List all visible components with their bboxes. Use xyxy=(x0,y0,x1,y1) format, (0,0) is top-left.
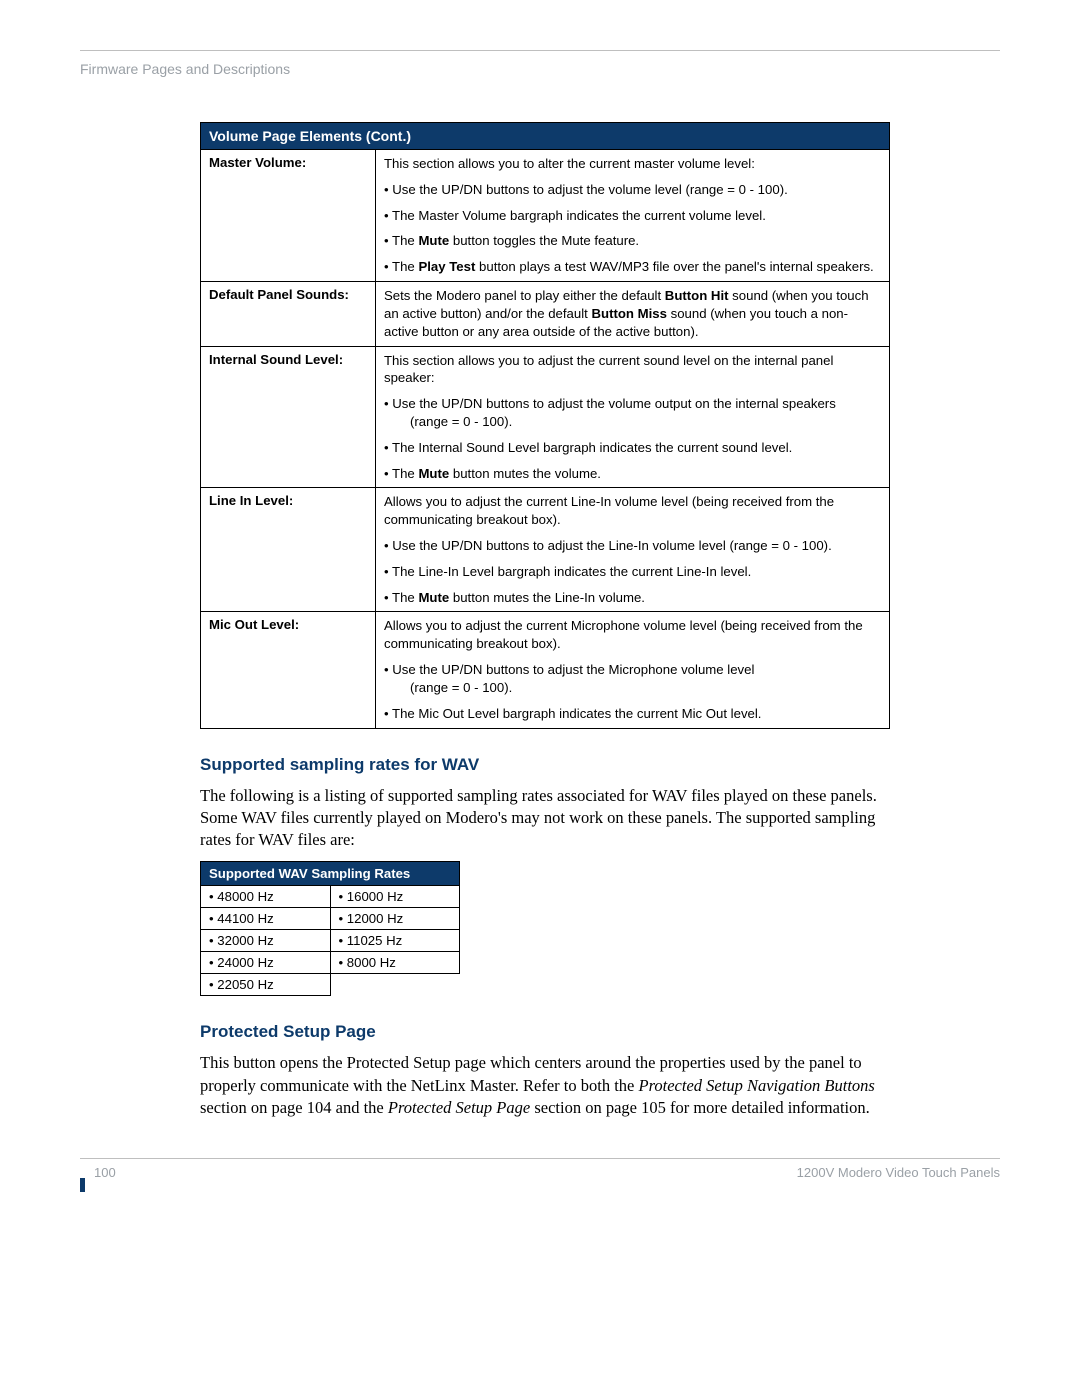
section-heading-protected: Protected Setup Page xyxy=(200,1022,890,1042)
section-heading-wav: Supported sampling rates for WAV xyxy=(200,755,890,775)
table-row-label: Default Panel Sounds: xyxy=(201,282,376,346)
section-para-protected: This button opens the Protected Setup pa… xyxy=(200,1052,890,1119)
rates-cell: • 44100 Hz xyxy=(201,908,331,930)
page-footer: 100 1200V Modero Video Touch Panels xyxy=(80,1158,1000,1180)
section-para-wav: The following is a listing of supported … xyxy=(200,785,890,852)
wav-rates-table: Supported WAV Sampling Rates • 48000 Hz•… xyxy=(200,861,460,996)
table-title: Volume Page Elements (Cont.) xyxy=(201,123,890,150)
rates-cell: • 11025 Hz xyxy=(330,930,460,952)
table-row-label: Mic Out Level: xyxy=(201,612,376,728)
rates-cell: • 8000 Hz xyxy=(330,952,460,974)
rates-cell: • 32000 Hz xyxy=(201,930,331,952)
rates-cell: • 24000 Hz xyxy=(201,952,331,974)
table-row-desc: Allows you to adjust the current Microph… xyxy=(376,612,890,728)
footer-doc-title: 1200V Modero Video Touch Panels xyxy=(797,1165,1000,1180)
rates-cell: • 48000 Hz xyxy=(201,886,331,908)
volume-elements-table: Volume Page Elements (Cont.) Master Volu… xyxy=(200,122,890,729)
table-row-desc: Allows you to adjust the current Line-In… xyxy=(376,488,890,612)
table-row-desc: Sets the Modero panel to play either the… xyxy=(376,282,890,346)
rates-cell: • 12000 Hz xyxy=(330,908,460,930)
rates-cell xyxy=(330,974,460,996)
table-row-label: Internal Sound Level: xyxy=(201,346,376,488)
rates-title: Supported WAV Sampling Rates xyxy=(201,862,460,886)
table-row-label: Line In Level: xyxy=(201,488,376,612)
page-number: 100 xyxy=(80,1165,116,1180)
table-row-desc: This section allows you to adjust the cu… xyxy=(376,346,890,488)
rates-cell: • 16000 Hz xyxy=(330,886,460,908)
breadcrumb: Firmware Pages and Descriptions xyxy=(80,61,1000,77)
table-row-label: Master Volume: xyxy=(201,150,376,282)
rates-cell: • 22050 Hz xyxy=(201,974,331,996)
footer-accent-bar xyxy=(80,1178,85,1192)
table-row-desc: This section allows you to alter the cur… xyxy=(376,150,890,282)
